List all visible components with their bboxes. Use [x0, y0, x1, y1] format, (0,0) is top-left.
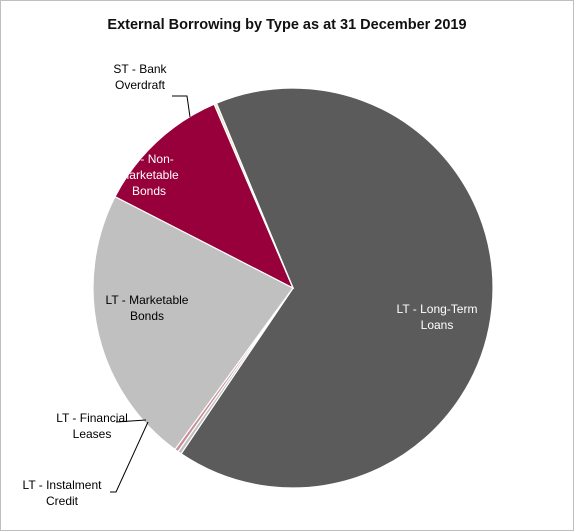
slice-label-instalment-credit: LT - Instalment Credit: [23, 478, 103, 508]
pie-slice-bank-overdraft: [213, 102, 294, 289]
leader-line-financial-leases: [115, 419, 147, 423]
slice-label-marketable-bonds: LT - Marketable Bonds: [106, 293, 189, 323]
slice-label-long-term-loans: LT - Long-Term Loans: [397, 302, 478, 332]
slice-label-non-marketable-bonds: LT - Non-Marketable Bonds: [119, 152, 179, 198]
leader-line-bank-overdraft: [172, 95, 191, 118]
pie-slice-long-term-loans: [180, 87, 494, 489]
pie-slice-marketable-bonds: [92, 195, 294, 451]
slice-label-bank-overdraft: ST - Bank Overdraft: [113, 62, 167, 92]
chart-title: External Borrowing by Type as at 31 Dece…: [107, 17, 467, 33]
leader-line-instalment-credit: [110, 421, 149, 493]
pie-slice-non-marketable-bonds: [114, 103, 295, 290]
slice-label-financial-leases: LT - Financial Leases: [56, 411, 128, 441]
